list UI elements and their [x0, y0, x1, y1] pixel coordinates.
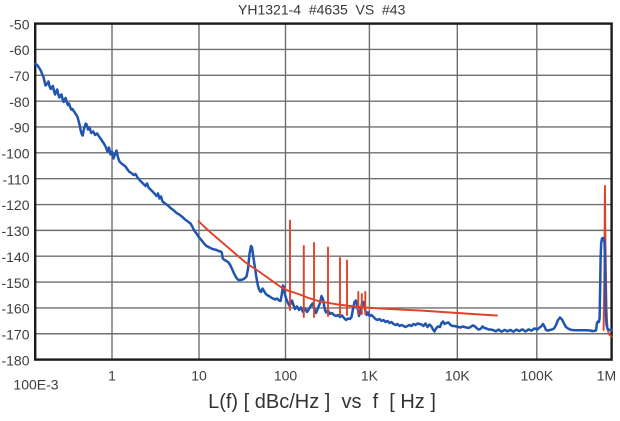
svg-text:-140: -140 [1, 249, 29, 265]
svg-text:-180: -180 [1, 352, 29, 368]
svg-text:-60: -60 [9, 42, 29, 58]
svg-text:100: 100 [274, 368, 298, 384]
svg-text:-100: -100 [1, 146, 29, 162]
svg-text:1: 1 [108, 368, 116, 384]
svg-text:100K: 100K [520, 368, 553, 384]
svg-text:YH1321-4 #4635 VS #43: YH1321-4 #4635 VS #43 [238, 2, 406, 18]
svg-text:1K: 1K [361, 368, 379, 384]
svg-text:L(f) [ dBc/Hz ] vs f [ Hz ]: L(f) [ dBc/Hz ] vs f [ Hz ] [208, 391, 436, 413]
svg-text:100E-3: 100E-3 [13, 377, 58, 393]
svg-text:10: 10 [191, 368, 207, 384]
svg-text:-160: -160 [1, 301, 29, 317]
svg-text:-90: -90 [9, 120, 29, 136]
svg-text:1M: 1M [597, 368, 616, 384]
svg-text:-110: -110 [3, 171, 30, 187]
svg-text:-150: -150 [1, 275, 29, 291]
svg-text:-120: -120 [1, 197, 29, 213]
svg-text:-70: -70 [9, 68, 29, 84]
svg-text:-130: -130 [1, 223, 29, 239]
svg-text:10K: 10K [445, 368, 471, 384]
svg-text:-170: -170 [1, 326, 29, 342]
svg-text:-50: -50 [9, 16, 29, 32]
svg-text:-80: -80 [9, 94, 29, 110]
